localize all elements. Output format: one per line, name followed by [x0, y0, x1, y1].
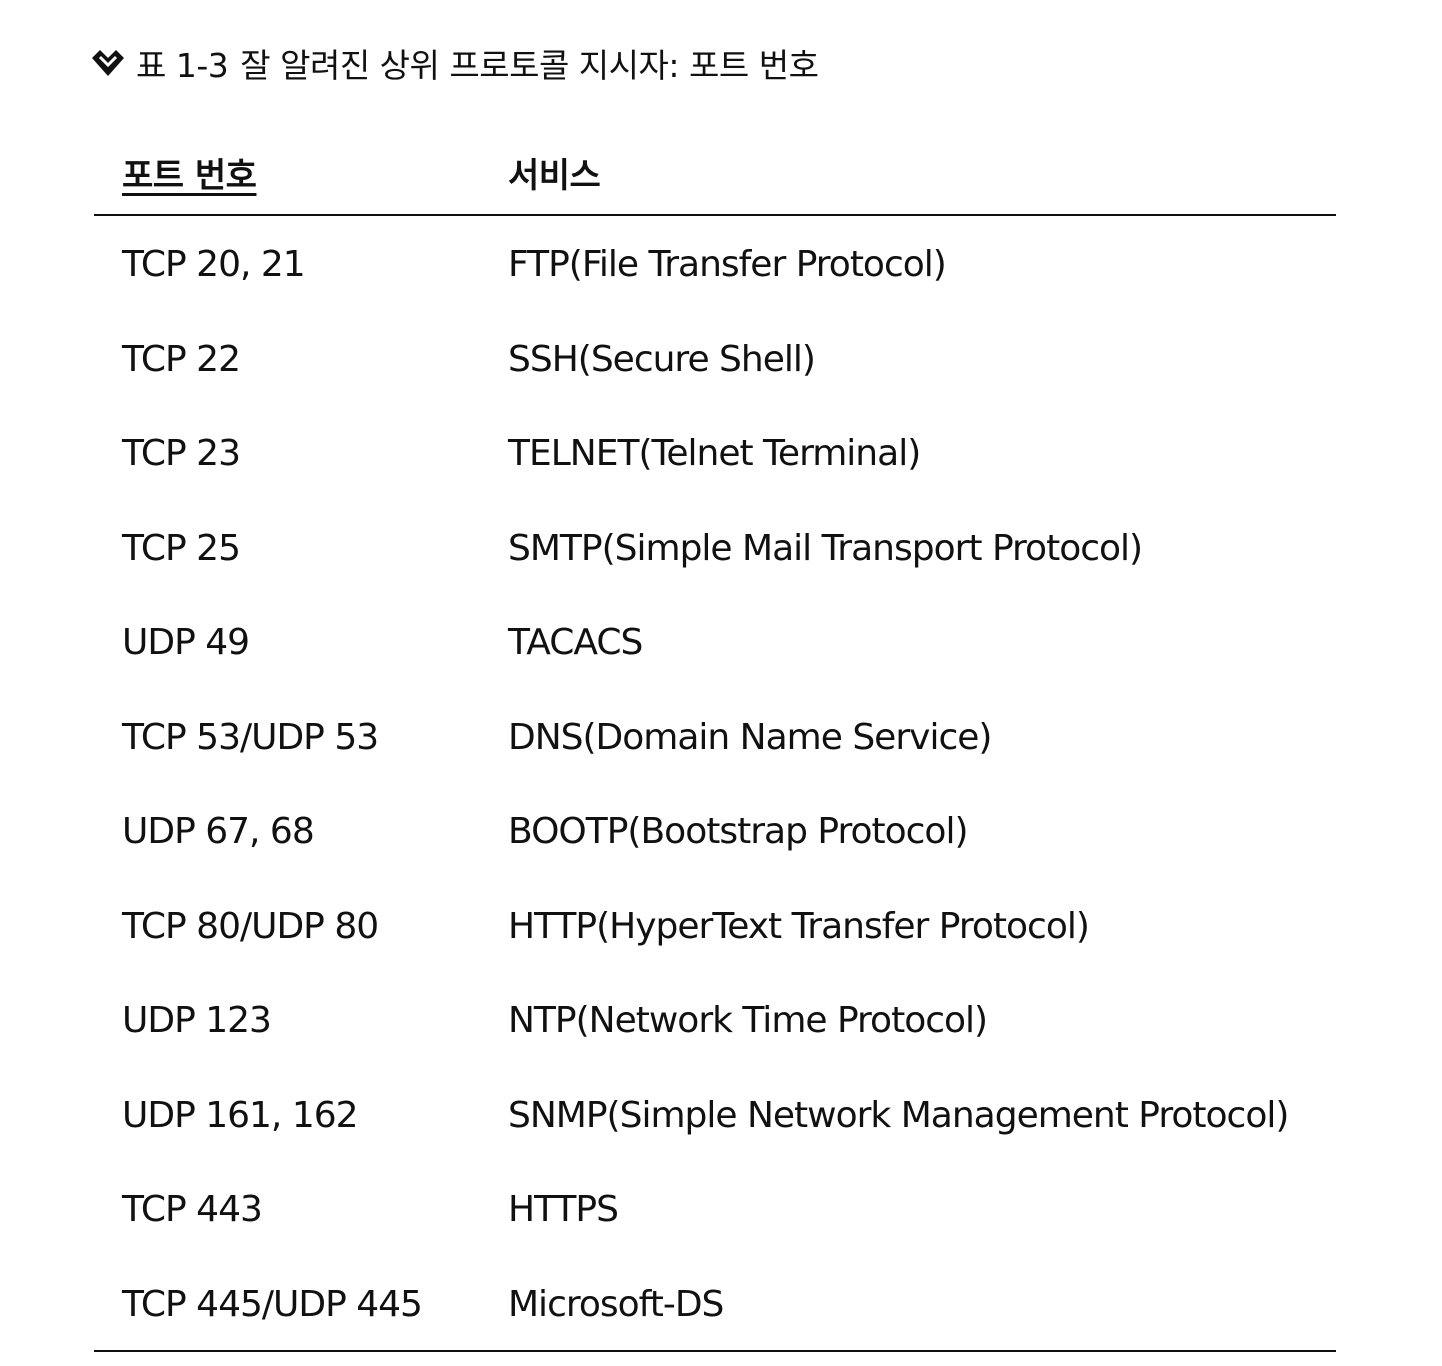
port-cell: TCP 25 [122, 527, 241, 569]
service-cell: SSH(Secure Shell) [508, 338, 816, 380]
port-table: 포트 번호 서비스 TCP 20, 21 FTP(File Transfer P… [94, 140, 1336, 1350]
port-cell: UDP 123 [122, 1000, 272, 1041]
service-cell: FTP(File Transfer Protocol) [508, 244, 947, 285]
table-row: TCP 53/UDP 53 DNS(Domain Name Service) [94, 689, 1336, 784]
port-cell: TCP 443 [122, 1189, 263, 1230]
table-number: 표 1-3 [136, 46, 229, 85]
port-cell: TCP 23 [122, 433, 241, 474]
service-cell: HTTPS [508, 1189, 619, 1230]
port-cell: TCP 80/UDP 80 [122, 905, 379, 947]
service-cell: TELNET(Telnet Terminal) [508, 433, 921, 474]
table-bottom-rule [94, 1350, 1336, 1352]
service-cell: DNS(Domain Name Service) [508, 716, 992, 758]
port-cell: TCP 445/UDP 445 [122, 1283, 423, 1325]
port-cell: TCP 53/UDP 53 [122, 716, 379, 758]
service-cell: SMTP(Simple Mail Transport Protocol) [508, 527, 1143, 569]
header-port-number: 포트 번호 [122, 156, 257, 196]
service-cell: Microsoft-DS [508, 1283, 724, 1325]
service-cell: HTTP(HyperText Transfer Protocol) [508, 905, 1090, 947]
service-cell: BOOTP(Bootstrap Protocol) [508, 811, 968, 852]
diamond-check-icon [92, 50, 124, 76]
service-cell: NTP(Network Time Protocol) [508, 1000, 988, 1041]
table-row: TCP 23 TELNET(Telnet Terminal) [94, 405, 1336, 500]
service-cell: SNMP(Simple Network Management Protocol) [508, 1094, 1289, 1136]
table-header-row: 포트 번호 서비스 [94, 140, 1336, 216]
table-row: UDP 49 TACACS [94, 594, 1336, 689]
port-cell: UDP 67, 68 [122, 811, 315, 852]
port-cell: UDP 161, 162 [122, 1094, 359, 1136]
header-service: 서비스 [508, 156, 601, 196]
table-row: TCP 25 SMTP(Simple Mail Transport Protoc… [94, 500, 1336, 595]
table-row: TCP 22 SSH(Secure Shell) [94, 311, 1336, 406]
table-body: TCP 20, 21 FTP(File Transfer Protocol) T… [94, 216, 1336, 1350]
table-title: 잘 알려진 상위 프로토콜 지시자: 포트 번호 [240, 46, 819, 85]
port-cell: TCP 22 [122, 338, 241, 380]
table-row: TCP 20, 21 FTP(File Transfer Protocol) [94, 216, 1336, 311]
table-row: UDP 67, 68 BOOTP(Bootstrap Protocol) [94, 783, 1336, 878]
service-cell: TACACS [508, 622, 643, 663]
table-row: TCP 443 HTTPS [94, 1161, 1336, 1256]
table-row: TCP 80/UDP 80 HTTP(HyperText Transfer Pr… [94, 878, 1336, 973]
port-cell: TCP 20, 21 [122, 244, 306, 285]
table-row: UDP 123 NTP(Network Time Protocol) [94, 972, 1336, 1067]
port-cell: UDP 49 [122, 622, 250, 663]
table-caption: 표 1-3 잘 알려진 상위 프로토콜 지시자: 포트 번호 [90, 38, 819, 88]
table-row: UDP 161, 162 SNMP(Simple Network Managem… [94, 1067, 1336, 1162]
table-row: TCP 445/UDP 445 Microsoft-DS [94, 1256, 1336, 1351]
